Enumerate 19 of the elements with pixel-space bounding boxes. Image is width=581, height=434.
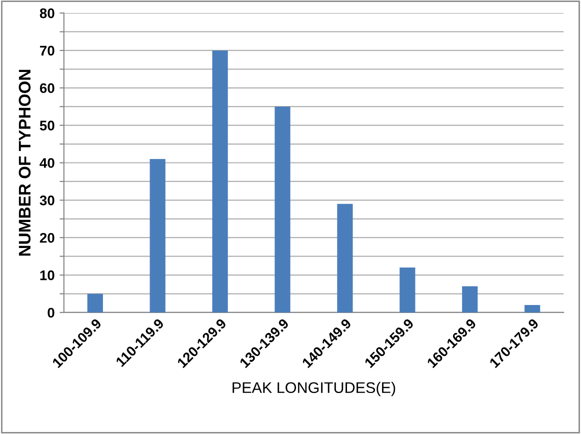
bar: [87, 294, 103, 312]
y-tick-label: 60: [40, 83, 54, 94]
bar: [524, 304, 540, 312]
y-tick-label: 50: [40, 120, 54, 130]
y-tick-label: 10: [40, 270, 54, 280]
y-axis-title: NUMBER OF TYPHOON: [18, 70, 31, 256]
bar: [462, 286, 478, 312]
y-tick-label: 40: [40, 158, 54, 168]
bar: [212, 50, 228, 312]
y-tick-label: 80: [40, 8, 54, 18]
y-tick-label: 0: [48, 308, 54, 318]
bar: [337, 204, 353, 312]
bar: [400, 268, 416, 312]
x-axis-title: PEAK LONGITUDES(E): [232, 382, 396, 396]
bar: [150, 159, 166, 312]
y-tick-label: 30: [40, 196, 54, 206]
y-tick-label: 70: [40, 46, 54, 56]
bar: [274, 106, 290, 312]
y-tick-label: 20: [40, 232, 54, 243]
